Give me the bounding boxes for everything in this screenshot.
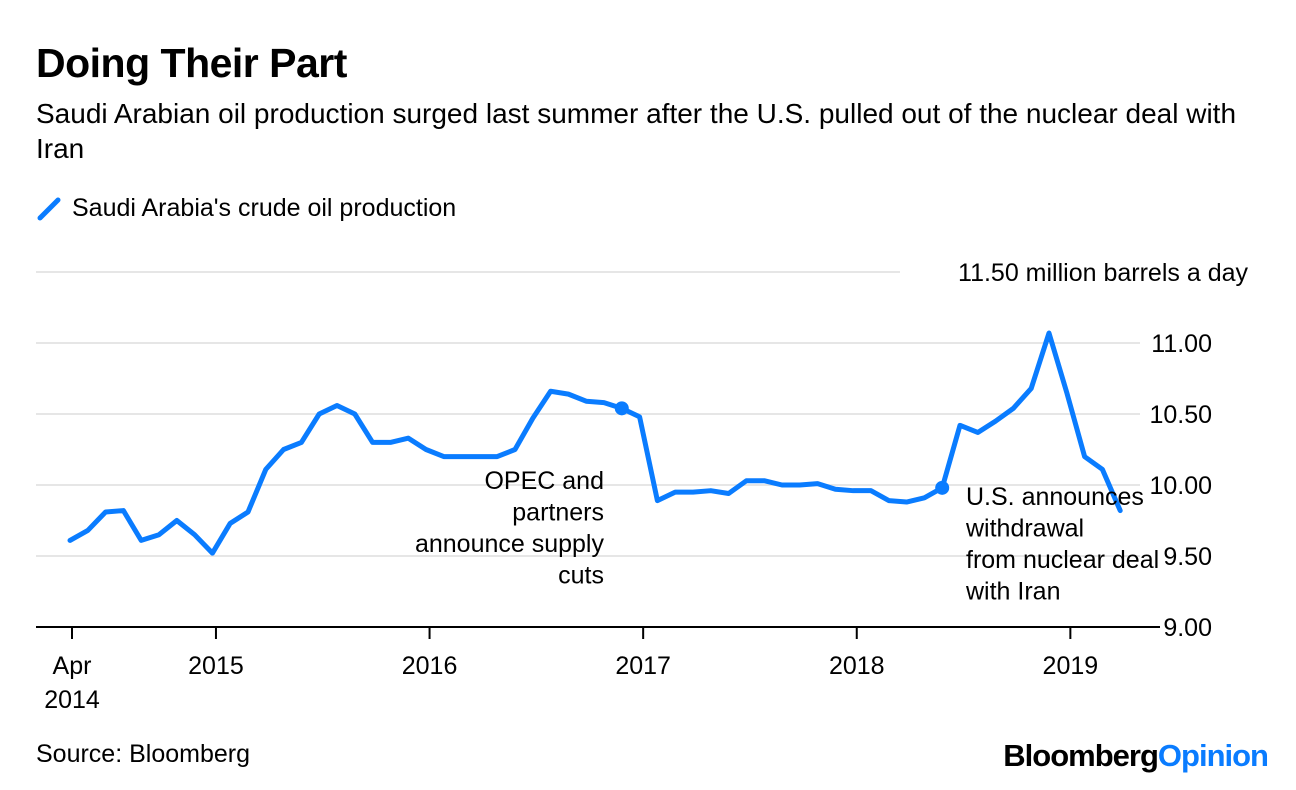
x-tick-label: 2014 [44, 686, 100, 714]
chart-title: Doing Their Part [36, 40, 347, 86]
y-tick-label: 11.00 [1151, 330, 1212, 358]
y-axis-label: 11.50 million barrels a day [958, 259, 1248, 287]
legend-line-icon [37, 197, 61, 220]
annotation-marker [614, 401, 629, 416]
y-tick-label: 10.50 [1149, 401, 1212, 429]
annotation-text: announce supply [415, 530, 605, 558]
legend: Saudi Arabia's crude oil production [36, 194, 456, 223]
logo-part-opinion: Opinion [1157, 738, 1269, 773]
source-note: Source: Bloomberg [36, 740, 251, 768]
x-tick-label: 2016 [402, 652, 458, 680]
annotation-marker [935, 480, 950, 495]
x-tick-label: Apr [53, 652, 92, 680]
legend-label: Saudi Arabia's crude oil production [72, 194, 457, 222]
logo-part-bloomberg: Bloomberg [1003, 738, 1159, 773]
series-line [67, 330, 1123, 556]
x-tick-label: 2017 [615, 652, 671, 680]
x-tick-label: 2019 [1043, 652, 1099, 680]
y-tick-label: 9.50 [1163, 543, 1212, 571]
annotation-text: cuts [558, 562, 604, 590]
y-tick-label: 10.00 [1149, 472, 1212, 500]
x-tick-label: 2018 [829, 652, 885, 680]
annotation-text: from nuclear deal [966, 546, 1159, 574]
annotation-text: U.S. announces [966, 483, 1144, 511]
annotation-text: OPEC and [484, 467, 604, 495]
y-tick-label: 9.00 [1163, 614, 1212, 642]
bloomberg-opinion-logo: BloombergOpinion [1003, 738, 1269, 774]
annotation-text: withdrawal [965, 515, 1084, 543]
annotation-text: with Iran [965, 578, 1060, 606]
x-tick-label: 2015 [188, 652, 244, 680]
chart-subtitle: Saudi Arabian oil production surged last… [36, 98, 1237, 164]
annotation-text: partners [512, 499, 604, 527]
